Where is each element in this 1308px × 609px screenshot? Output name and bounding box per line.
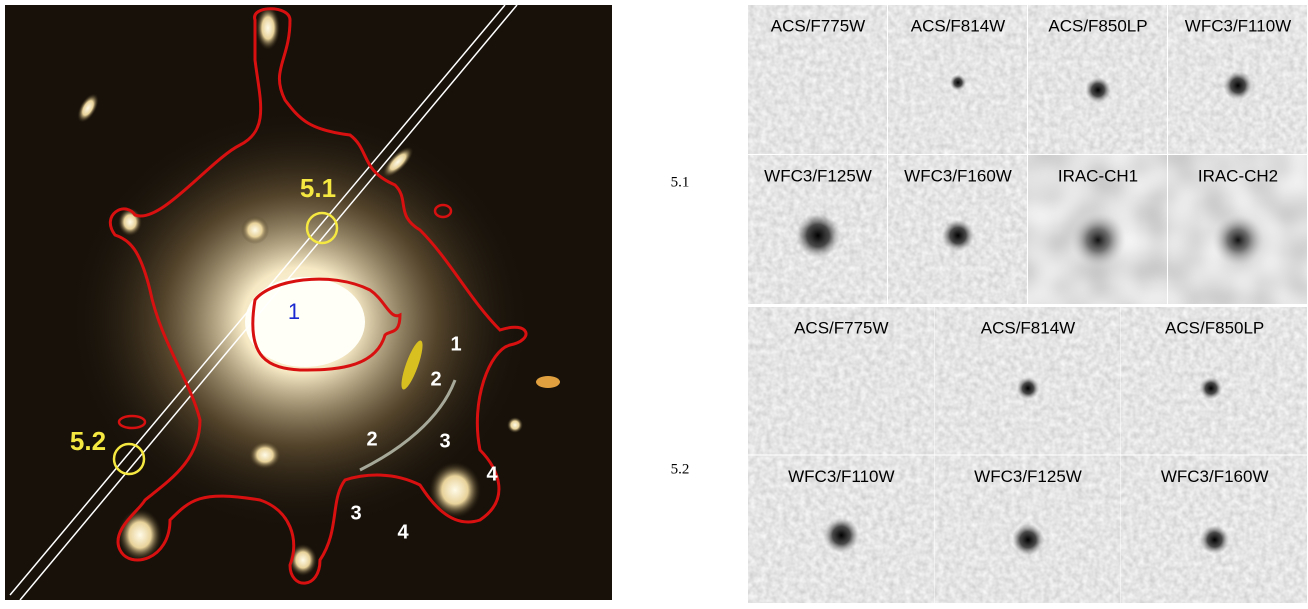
source xyxy=(1070,212,1126,268)
stamp-label: ACS/F814W xyxy=(981,318,1075,337)
stamp-label: WFC3/F125W xyxy=(764,166,872,185)
stamp-label: IRAC-CH2 xyxy=(1198,166,1278,185)
stamp-label: ACS/F850LP xyxy=(1048,16,1147,35)
source xyxy=(1012,524,1044,556)
stamp-label: WFC3/F160W xyxy=(1161,467,1269,486)
arc-label: 4 xyxy=(397,521,409,543)
source xyxy=(1200,377,1222,399)
arc-label: 3 xyxy=(350,502,361,524)
source xyxy=(1224,71,1253,100)
system-label: 5.2 xyxy=(70,426,106,456)
source xyxy=(796,213,841,258)
source xyxy=(1085,77,1111,103)
source xyxy=(824,518,859,553)
stamp-label: ACS/F814W xyxy=(911,16,1005,35)
stamp-label: WFC3/F160W xyxy=(904,166,1012,185)
stamp-label: ACS/F775W xyxy=(771,16,865,35)
source xyxy=(950,75,966,91)
source xyxy=(1200,525,1229,554)
source xyxy=(942,220,974,252)
arc-label: 4 xyxy=(486,463,498,485)
figure: 5.1 5.2 1 1 2 2 3 4 3 4 5.1 5.2 ACS/F775… xyxy=(0,0,1308,604)
arc-label: 2 xyxy=(366,428,377,450)
stamp-grid: ACS/F775W ACS/F814W ACS/F850LP WFC3/F110W WF… xyxy=(748,5,1307,603)
cluster-image: 5.1 5.2 1 1 2 2 3 4 3 4 xyxy=(5,5,612,600)
stamp-label: WFC3/F125W xyxy=(974,467,1082,486)
row-label: 5.2 xyxy=(671,461,690,477)
stamp-label: IRAC-CH1 xyxy=(1058,166,1138,185)
stamp-label: WFC3/F110W xyxy=(1185,16,1291,35)
stamp-label: ACS/F850LP xyxy=(1165,318,1264,337)
source xyxy=(1017,377,1039,399)
arc-label: 3 xyxy=(439,430,450,452)
stamp-label: ACS/F775W xyxy=(794,318,888,337)
source xyxy=(1212,214,1264,266)
central-label: 1 xyxy=(288,299,300,324)
arc-label: 1 xyxy=(450,333,461,355)
row-label: 5.1 xyxy=(671,174,690,190)
system-label: 5.1 xyxy=(300,173,336,203)
arc-label: 2 xyxy=(430,368,441,390)
stamp-label: WFC3/F110W xyxy=(788,467,894,486)
